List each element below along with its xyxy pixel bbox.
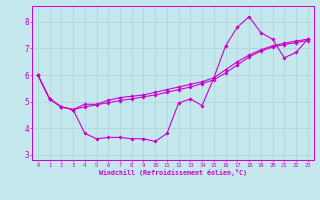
- X-axis label: Windchill (Refroidissement éolien,°C): Windchill (Refroidissement éolien,°C): [99, 169, 247, 176]
